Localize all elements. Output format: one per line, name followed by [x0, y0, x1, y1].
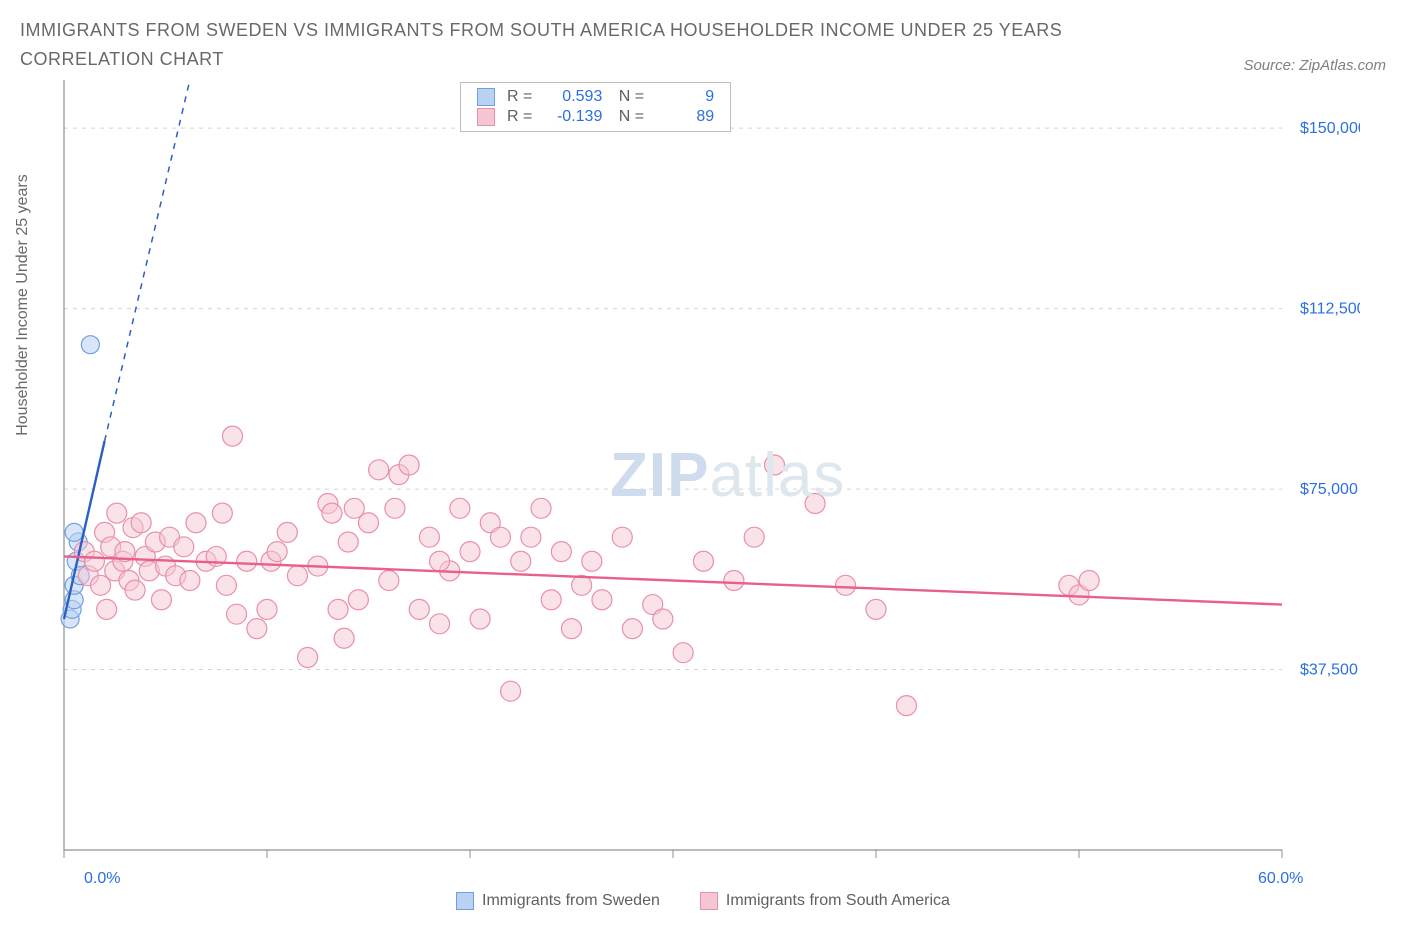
y-axis-label: Householder Income Under 25 years	[14, 174, 32, 435]
legend-item: Immigrants from Sweden	[456, 892, 660, 910]
source-label: Source: ZipAtlas.com	[1243, 57, 1386, 74]
x-axis-labels: 0.0%60.0%	[40, 870, 1386, 892]
chart-container: Householder Income Under 25 years ZIPatl…	[20, 80, 1386, 870]
series-legend: Immigrants from Sweden Immigrants from So…	[20, 892, 1386, 910]
scatter-plot: $37,500 $75,000 $112,500 $150,000	[20, 80, 1360, 870]
legend-item: Immigrants from South America	[700, 892, 950, 910]
stats-legend: R =0.593 N =9R =-0.139 N =89	[460, 82, 731, 132]
svg-text:$75,000: $75,000	[1300, 481, 1358, 498]
svg-text:$37,500: $37,500	[1300, 661, 1358, 678]
svg-text:$150,000: $150,000	[1300, 120, 1360, 137]
svg-text:$112,500: $112,500	[1300, 300, 1360, 317]
chart-title: IMMIGRANTS FROM SWEDEN VS IMMIGRANTS FRO…	[20, 16, 1120, 74]
